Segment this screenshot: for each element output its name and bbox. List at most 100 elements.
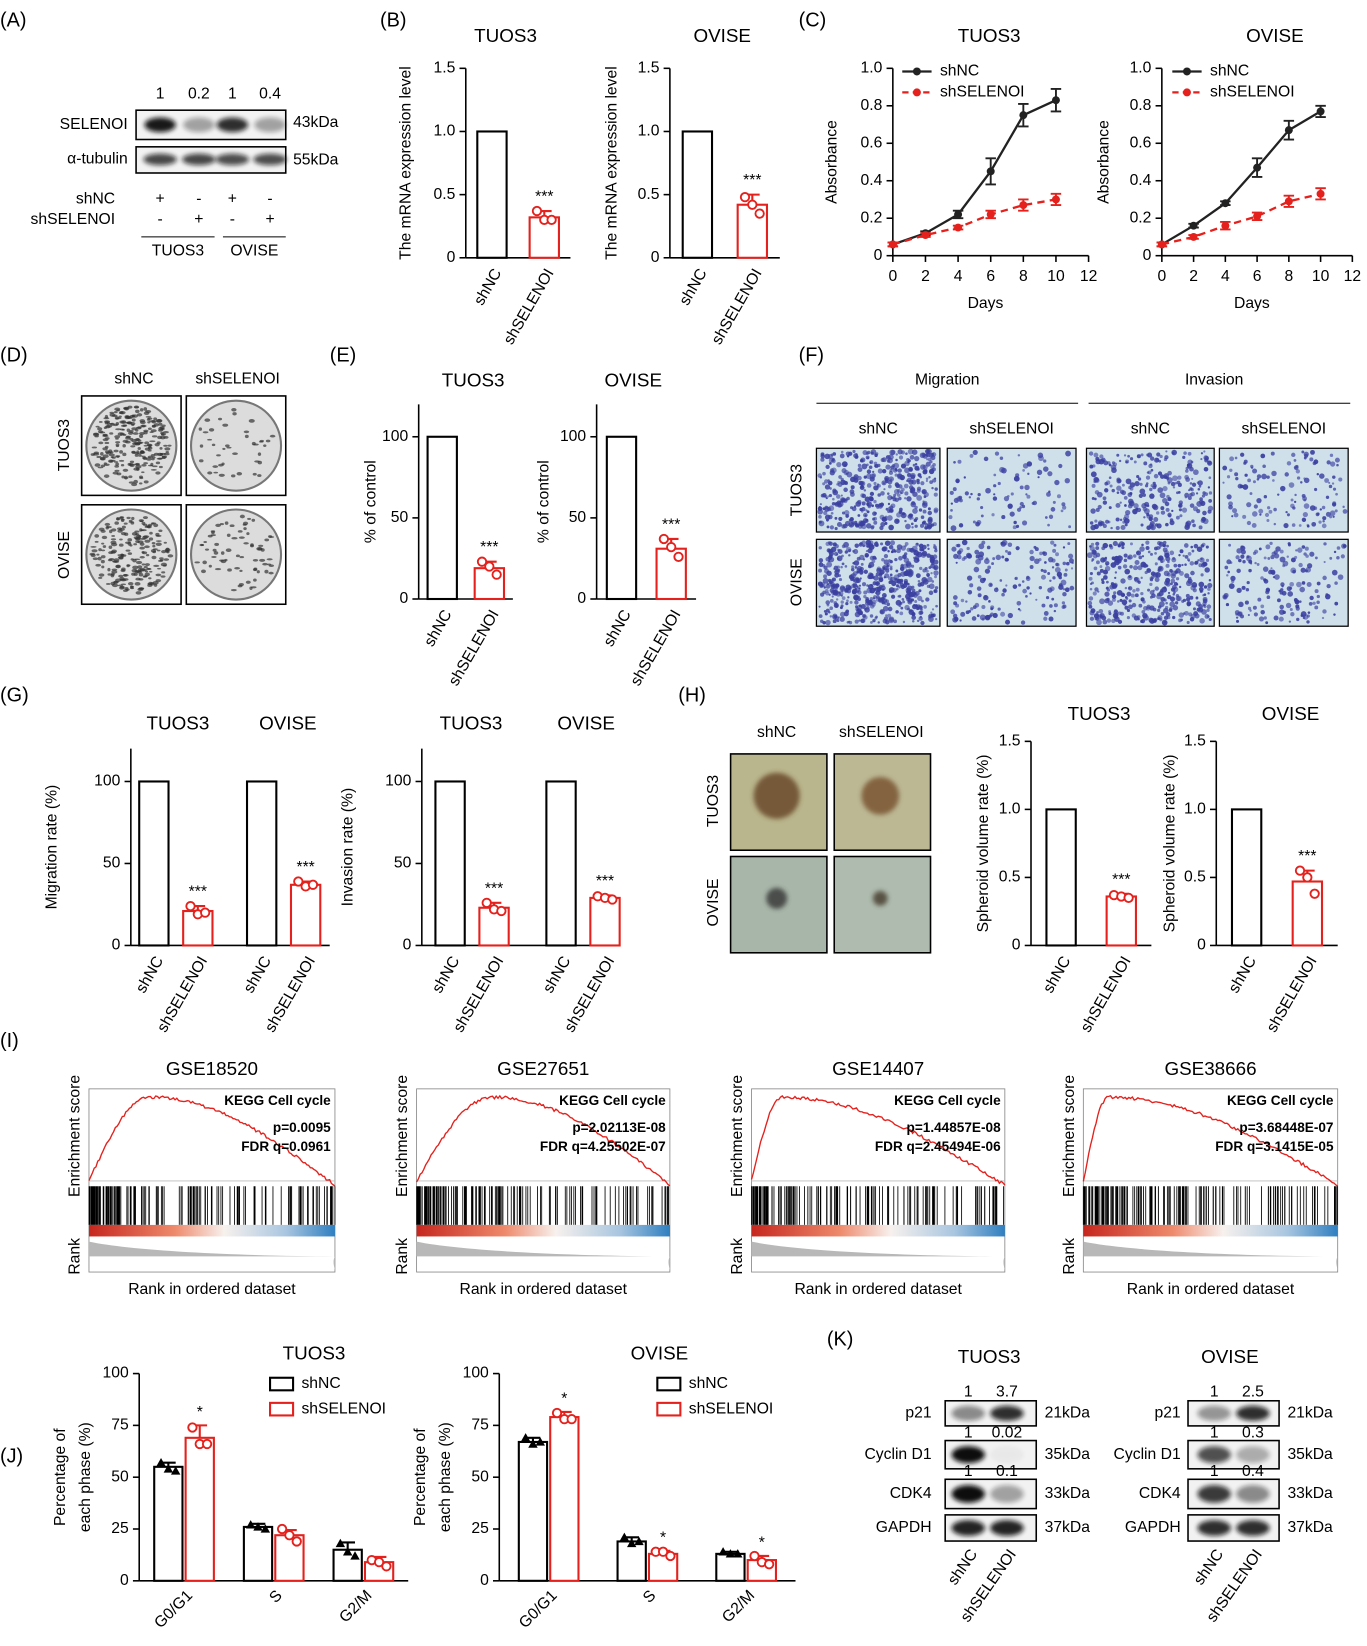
stained-cell: [1321, 523, 1327, 529]
blot-band: [1236, 1520, 1270, 1536]
stained-cell: [1147, 588, 1151, 592]
stained-cell: [876, 566, 882, 571]
colony: [115, 564, 121, 569]
stained-cell: [1186, 601, 1192, 606]
stained-cell: [882, 605, 889, 612]
stained-cell: [1288, 620, 1292, 623]
colony: [149, 440, 156, 443]
y-tick-label: 0.4: [1130, 172, 1152, 189]
stained-cell: [935, 617, 938, 621]
stained-cell: [848, 548, 852, 553]
blot-band: [254, 117, 286, 133]
panel-label: (F): [799, 344, 824, 366]
colony: [91, 549, 98, 553]
stained-cell: [1205, 545, 1209, 549]
colony: [111, 535, 116, 537]
colony: [147, 584, 153, 587]
stained-cell: [1207, 460, 1212, 465]
stained-cell: [1005, 619, 1011, 625]
colony: [160, 575, 166, 578]
stained-cell: [1322, 575, 1327, 581]
stained-cell: [849, 489, 855, 495]
colony: [139, 419, 146, 423]
stained-cell: [820, 493, 825, 498]
stained-cell: [1140, 591, 1144, 596]
stained-cell: [976, 497, 980, 501]
stained-cell: [1098, 608, 1104, 614]
stained-cell: [1169, 518, 1174, 522]
stained-cell: [1159, 618, 1163, 622]
stained-cell: [826, 525, 830, 529]
colony: [102, 435, 109, 438]
stained-cell: [853, 595, 859, 601]
stained-cell: [1058, 584, 1064, 590]
stained-cell: [1309, 551, 1315, 557]
stained-cell: [1231, 579, 1235, 584]
stained-cell: [917, 595, 923, 601]
stained-cell: [973, 566, 980, 573]
stained-cell: [875, 594, 880, 599]
stained-cell: [1316, 473, 1320, 476]
colony: [135, 426, 142, 429]
stained-cell: [1119, 518, 1123, 522]
stained-cell: [892, 495, 896, 499]
stained-cell: [1052, 500, 1056, 504]
stained-cell: [1253, 504, 1258, 509]
colony: [120, 578, 127, 582]
colony: [138, 573, 144, 577]
stained-cell: [1144, 484, 1149, 488]
legend-marker: [912, 88, 921, 97]
stained-cell: [822, 482, 826, 486]
stained-cell: [1160, 611, 1165, 616]
y-axis-label: Spheroid volume rate (%): [1161, 754, 1178, 932]
colony: [236, 472, 243, 476]
stained-cell: [1251, 523, 1257, 528]
data-point: [747, 199, 758, 210]
colony: [89, 552, 96, 556]
size-label: 21kDa: [1287, 1404, 1333, 1421]
stained-cell: [895, 599, 902, 606]
stained-cell: [1163, 550, 1170, 556]
stained-cell: [869, 476, 875, 482]
colony: [139, 528, 143, 532]
stained-cell: [1054, 479, 1060, 486]
y-axis-label: Percentage of: [412, 1428, 429, 1526]
stained-cell: [1046, 491, 1051, 497]
stained-cell: [838, 577, 843, 582]
stained-cell: [855, 501, 862, 507]
stained-cell: [1108, 543, 1113, 548]
stained-cell: [1095, 552, 1101, 558]
y-axis-label: % of control: [363, 460, 380, 543]
colony: [141, 471, 145, 474]
stained-cell: [869, 497, 874, 502]
stained-cell: [1128, 500, 1135, 507]
stained-cell: [1145, 540, 1150, 545]
y-axis-label: Enrichment score: [729, 1075, 746, 1197]
stained-cell: [1091, 496, 1095, 500]
stained-cell: [840, 594, 843, 597]
stained-cell: [922, 568, 927, 573]
stained-cell: [866, 510, 870, 514]
data-point: [749, 1550, 760, 1562]
stained-cell: [1298, 562, 1303, 568]
stained-cell: [968, 609, 972, 613]
legend-swatch: [656, 1401, 682, 1417]
stained-cell: [1198, 563, 1203, 568]
stained-cell: [911, 517, 914, 520]
stained-cell: [1092, 550, 1097, 555]
stained-cell: [1154, 577, 1160, 583]
y-tick-label: 0.2: [1130, 209, 1152, 226]
stained-cell: [1184, 573, 1190, 579]
y-tick-label: 1.0: [434, 123, 456, 140]
stained-cell: [1014, 577, 1017, 580]
stained-cell: [910, 490, 914, 494]
y-tick-label: 0.2: [861, 209, 883, 226]
colony: [203, 541, 207, 544]
colony: [139, 520, 144, 523]
stained-cell: [1193, 611, 1199, 617]
stained-cell: [1129, 487, 1134, 491]
row-label: TUOS3: [705, 775, 722, 828]
stained-cell: [836, 521, 842, 528]
stained-cell: [1194, 561, 1198, 565]
colony: [117, 554, 123, 557]
